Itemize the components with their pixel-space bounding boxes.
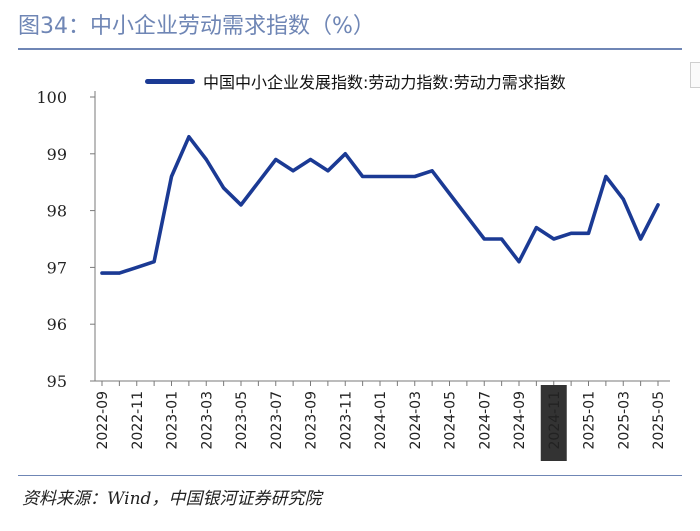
x-tick-label: 2024-03 <box>408 391 424 450</box>
data-point <box>448 192 451 196</box>
x-tick-label: 2024-07 <box>477 391 493 450</box>
chart-title: 图34：中小企业劳动需求指数（%） <box>18 14 375 39</box>
y-tick-label: 96 <box>47 315 67 334</box>
data-point <box>204 157 208 161</box>
y-axis: 95 96 97 98 99 100 <box>36 88 96 391</box>
title-divider <box>18 48 682 50</box>
x-tick-label: 2022-09 <box>95 391 111 450</box>
legend-swatch <box>145 78 195 84</box>
x-tick-label: 2025-05 <box>651 391 667 450</box>
data-point <box>100 271 104 275</box>
source-note: 资料来源：Wind，中国银河证券研究院 <box>22 489 322 509</box>
data-point <box>309 157 312 161</box>
x-tick-label: 2023-03 <box>199 391 215 450</box>
x-tick-label: 2023-07 <box>269 391 285 450</box>
x-tick-label: 2024-01 <box>373 391 389 450</box>
data-point <box>413 175 417 179</box>
data-point <box>552 237 556 241</box>
data-point <box>482 237 486 241</box>
data-point <box>639 237 643 241</box>
x-axis: 2022-09 2022-11 2023-01 2023-03 2023-05 2023-… <box>95 380 670 461</box>
data-point <box>621 197 625 201</box>
data-point <box>395 175 399 179</box>
y-tick-label: 97 <box>47 258 67 277</box>
line-chart: 95 96 97 98 99 100 2022-09 2022-11 2023-01 2023-… <box>36 88 670 461</box>
x-tick-label: 2024-09 <box>512 391 528 450</box>
data-point <box>361 175 365 179</box>
data-point <box>222 186 226 190</box>
x-tick-label: 2024-11 <box>547 391 563 450</box>
x-tick-label: 2025-03 <box>616 391 632 450</box>
data-point <box>326 169 330 173</box>
data-point <box>569 231 573 235</box>
legend: 中国中小企业发展指数:劳动力指数:劳动力需求指数 <box>145 70 566 92</box>
data-point <box>239 203 243 207</box>
x-tick-label: 2023-09 <box>304 391 320 450</box>
data-point <box>274 157 278 161</box>
data-point <box>517 260 521 264</box>
data-point <box>170 175 173 179</box>
y-tick-label: 98 <box>47 202 67 221</box>
source-divider <box>18 475 682 476</box>
highlighted-tick-box <box>540 385 567 461</box>
x-tick-label: 2023-11 <box>338 391 354 450</box>
data-point <box>152 260 156 264</box>
data-point <box>465 214 469 218</box>
scroll-handle[interactable] <box>690 62 700 88</box>
legend-label: 中国中小企业发展指数:劳动力指数:劳动力需求指数 <box>203 73 566 92</box>
x-tick-label: 2022-11 <box>130 391 146 450</box>
x-tick-label: 2024-05 <box>443 391 459 450</box>
data-point <box>587 231 590 235</box>
data-point <box>135 265 139 269</box>
data-point <box>378 175 382 179</box>
series-group <box>100 135 660 275</box>
data-point <box>604 175 608 179</box>
series-line-0 <box>100 135 660 275</box>
x-tick-label: 2025-01 <box>582 391 598 450</box>
data-point <box>117 271 121 275</box>
data-point <box>500 237 504 241</box>
data-point <box>656 203 660 207</box>
data-point <box>187 135 191 139</box>
x-tick-label: 2023-05 <box>234 391 250 450</box>
y-tick-label: 100 <box>36 88 67 107</box>
data-point <box>534 226 538 230</box>
y-tick-label: 95 <box>47 372 67 391</box>
data-point <box>256 180 260 184</box>
data-point <box>291 169 295 173</box>
x-tick-label: 2023-01 <box>165 391 181 450</box>
data-point <box>430 169 434 173</box>
data-point <box>343 152 347 156</box>
y-tick-label: 99 <box>47 145 67 164</box>
